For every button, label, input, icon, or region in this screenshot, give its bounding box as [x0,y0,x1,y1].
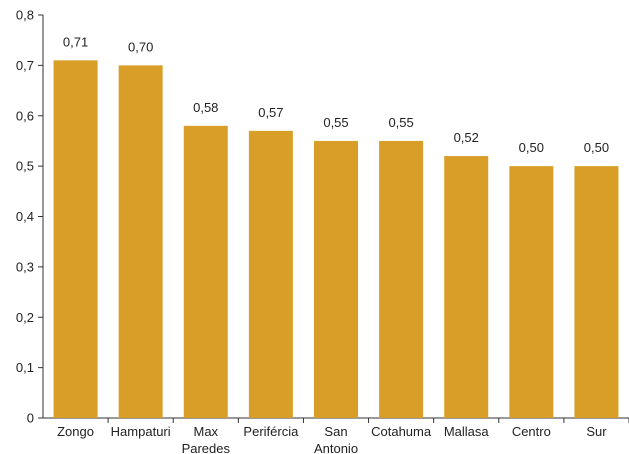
bar [248,130,293,419]
data-label: 0,50 [584,140,609,155]
y-tick-label: 0,1 [16,360,34,375]
bar [444,156,489,419]
category-label: Centro [512,424,551,439]
bar [574,166,619,418]
category-label: Antonio [314,441,358,454]
data-label: 0,57 [258,105,283,120]
category-label: Sur [586,424,607,439]
category-label: Max [193,424,218,439]
category-label: San [324,424,347,439]
data-label: 0,55 [388,115,413,130]
category-label: Zongo [57,424,94,439]
y-tick-label: 0 [27,411,34,426]
data-label: 0,71 [63,34,88,49]
y-tick-label: 0,4 [16,209,34,224]
y-tick-label: 0,2 [16,310,34,325]
data-label: 0,55 [323,115,348,130]
data-label: 0,70 [128,39,153,54]
bar [183,125,228,418]
category-label: Mallasa [444,424,490,439]
bar [379,140,424,418]
data-label: 0,52 [454,130,479,145]
category-label: Hampaturi [111,424,171,439]
y-tick-label: 0,6 [16,108,34,123]
bar [53,60,98,419]
category-label: Perifércia [243,424,299,439]
y-tick-label: 0,7 [16,58,34,73]
data-label: 0,58 [193,100,218,115]
data-label: 0,50 [519,140,544,155]
y-tick-label: 0,5 [16,159,34,174]
y-tick-label: 0,8 [16,8,34,23]
category-label: Cotahuma [371,424,432,439]
bar [314,140,358,418]
bar [118,65,163,418]
y-tick-label: 0,3 [16,259,34,274]
category-label: Paredes [182,441,231,454]
bar [509,166,554,418]
